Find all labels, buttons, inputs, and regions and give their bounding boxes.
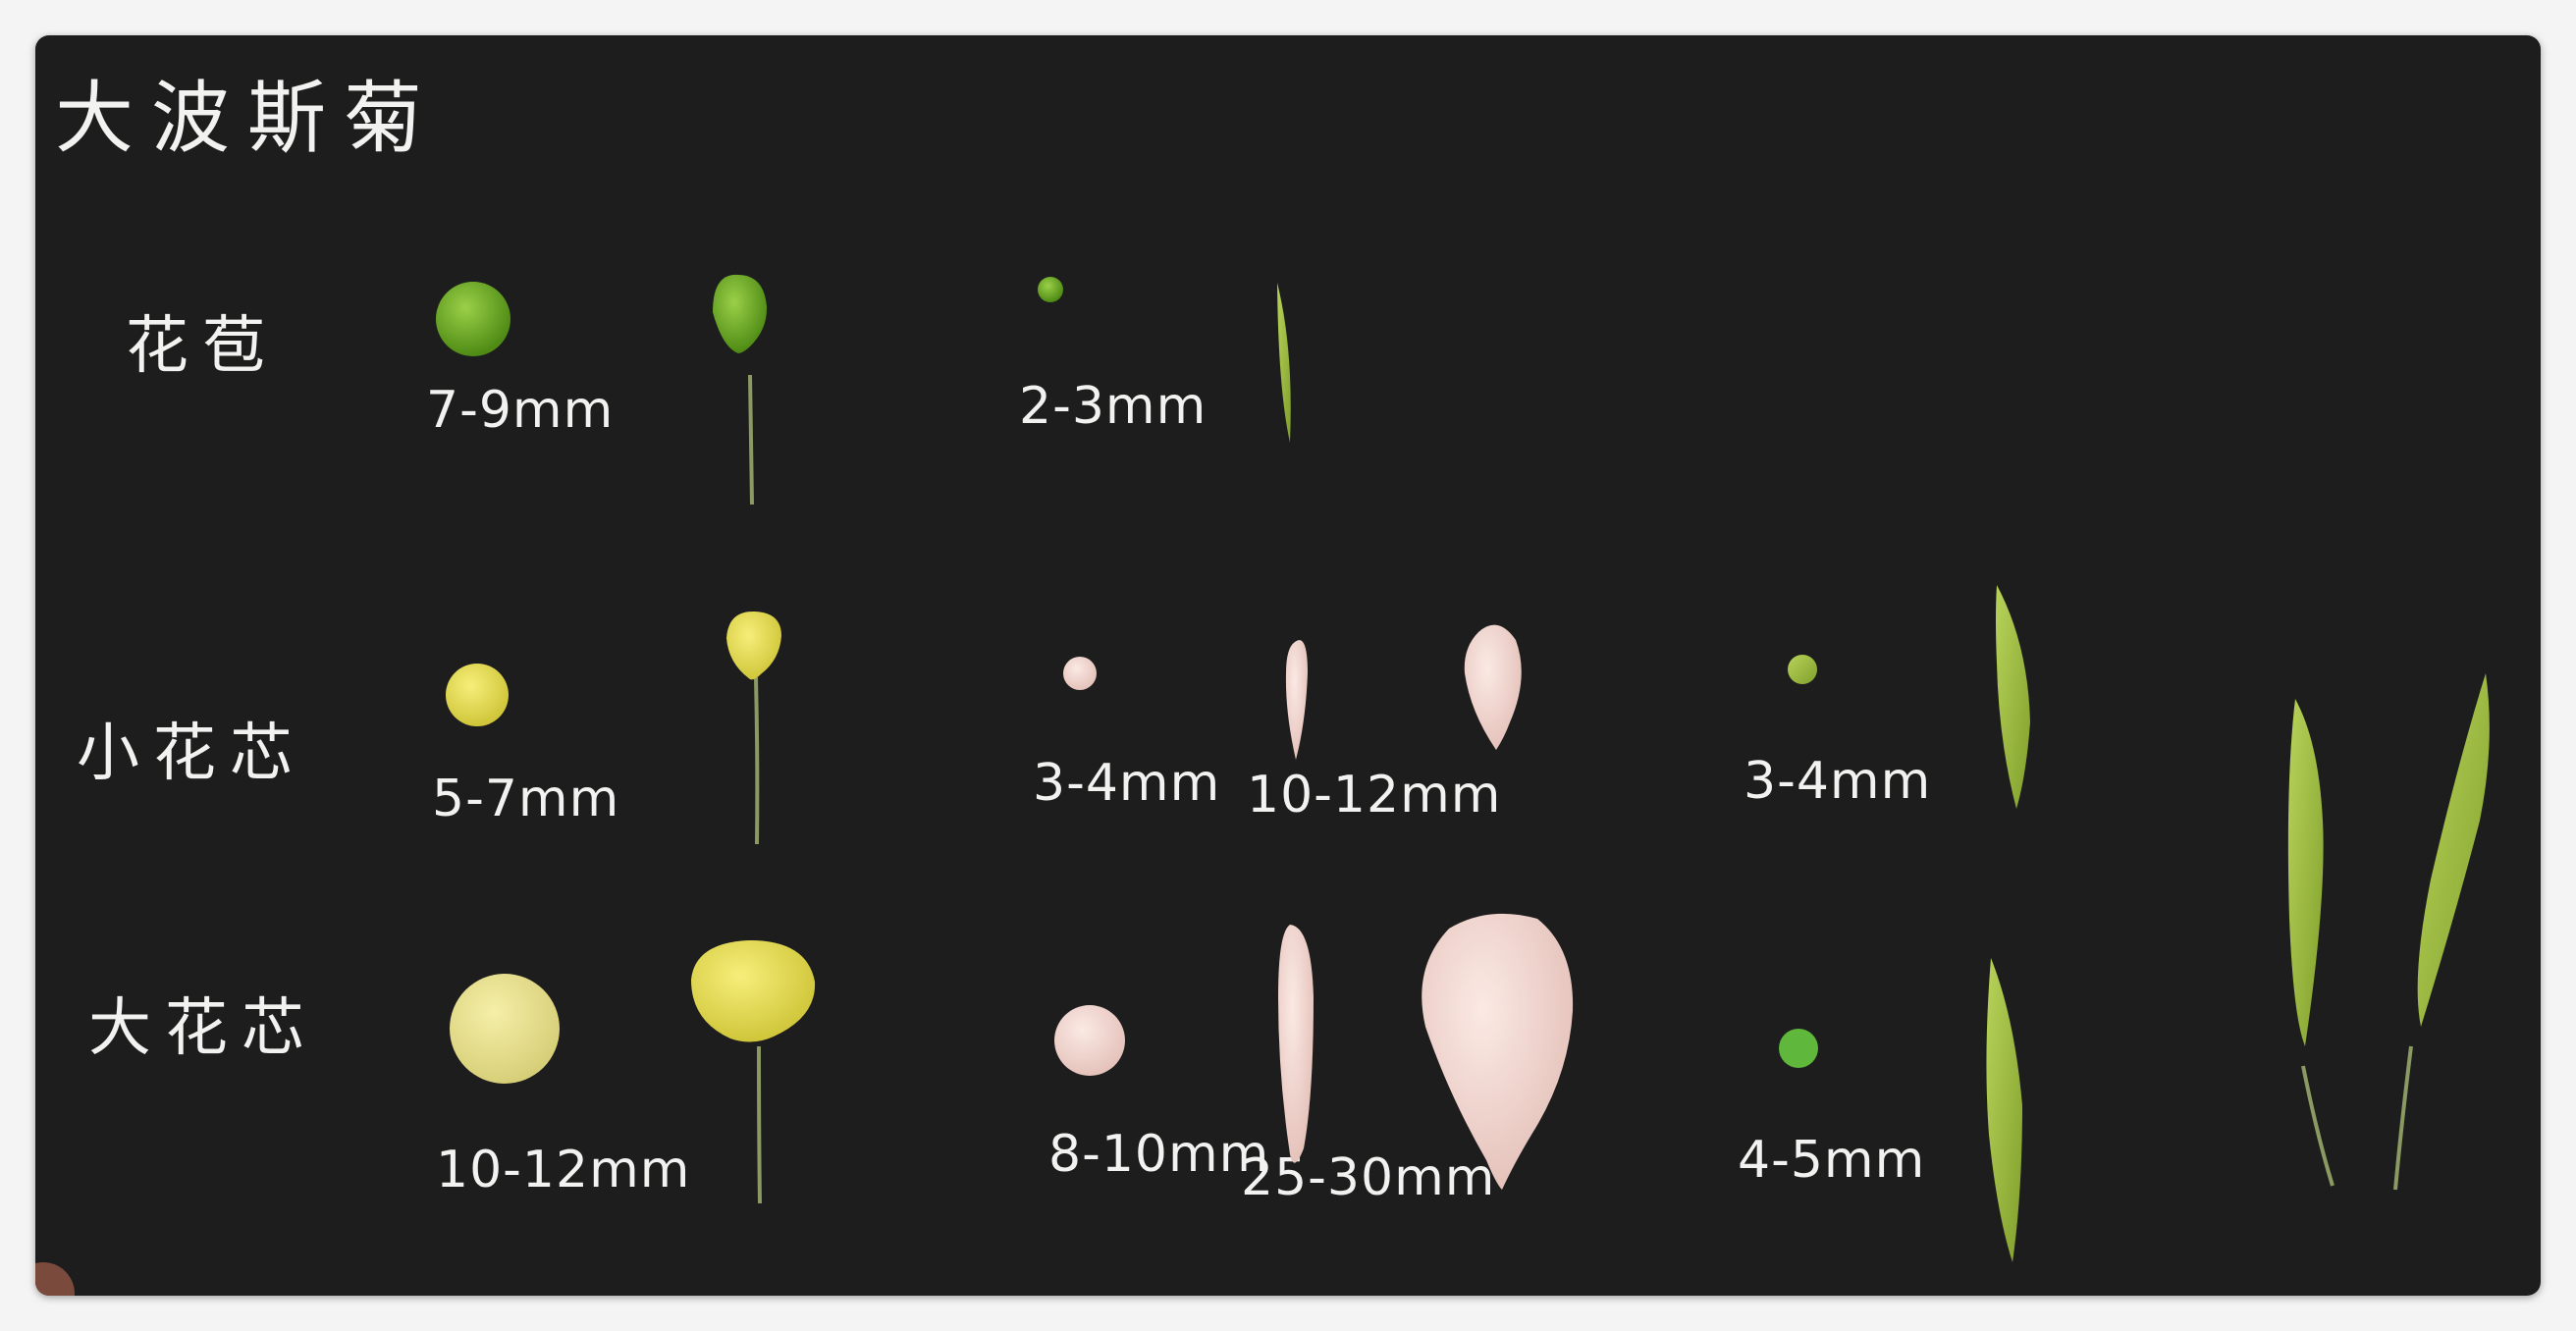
small-leaf-ball — [1788, 655, 1817, 684]
size-label-large-core-ball: 10-12mm — [436, 1141, 691, 1199]
large-core-on-wire — [691, 940, 816, 1042]
size-label-large-petal: 25-30mm — [1241, 1148, 1496, 1207]
size-label-small-petal: 10-12mm — [1247, 766, 1502, 825]
bud-ball — [436, 282, 510, 356]
right-leaf-1-stem — [2301, 1065, 2334, 1187]
clay-parts-illustration — [436, 274, 2490, 1262]
right-leaf-2 — [2417, 673, 2490, 1027]
bud-sepal — [1277, 283, 1291, 443]
small-core-on-wire — [726, 611, 781, 680]
row-label-small-core: 小花芯 — [77, 718, 306, 790]
board-title: 大波斯菊 — [55, 73, 440, 164]
large-leaf-ball — [1779, 1029, 1818, 1068]
large-core-wire — [757, 1045, 762, 1204]
large-core-ball — [450, 974, 560, 1084]
small-leaf — [1996, 585, 2030, 809]
right-leaf-2-stem — [2393, 1045, 2413, 1191]
chalkboard: 大波斯菊 花苞 小花芯 大花芯 7-9mm 2-3mm 5-7mm 3-4mm … — [35, 35, 2541, 1296]
size-label-small-petal-ball: 3-4mm — [1033, 754, 1221, 813]
size-label-large-petal-ball: 8-10mm — [1048, 1125, 1270, 1184]
small-core-ball — [446, 664, 509, 726]
bud-wire — [748, 374, 754, 506]
right-leaf-1 — [2287, 699, 2324, 1046]
small-petal — [1464, 624, 1522, 750]
large-petal-ball — [1054, 1005, 1125, 1076]
size-label-bud-small-ball: 2-3mm — [1019, 377, 1208, 436]
row-label-bud: 花苞 — [126, 310, 279, 383]
large-petal-drop — [1278, 925, 1314, 1163]
bud-on-wire — [713, 274, 768, 353]
small-petal-ball — [1063, 657, 1097, 690]
row-label-large-core: 大花芯 — [88, 992, 318, 1065]
large-leaf — [1986, 958, 2022, 1262]
size-label-small-core-ball: 5-7mm — [432, 770, 620, 828]
bud-small-ball — [1038, 277, 1063, 302]
small-petal-drop — [1285, 640, 1308, 760]
size-label-bud-ball: 7-9mm — [426, 381, 615, 440]
large-petal — [1422, 913, 1574, 1190]
size-label-large-leaf-ball: 4-5mm — [1738, 1131, 1926, 1190]
small-core-wire — [754, 676, 760, 845]
size-label-small-leaf-ball: 3-4mm — [1744, 752, 1932, 811]
